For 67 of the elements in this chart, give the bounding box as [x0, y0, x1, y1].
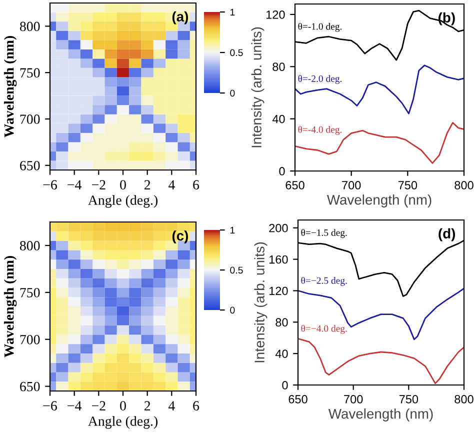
x-tick-label: 800 — [454, 395, 474, 404]
annotation: (d) — [438, 228, 456, 242]
x-tick-label: 4 — [168, 401, 175, 410]
series-label: θ=−2.5 deg. — [301, 276, 347, 286]
x-tick-label: 700 — [344, 395, 363, 404]
color-bar-label: 0 — [230, 306, 235, 314]
annotation: (b) — [438, 12, 455, 26]
x-axis-title: Angle (deg.) — [88, 195, 158, 208]
y-axis-title: Intensity (arb. units) — [251, 27, 264, 148]
x-tick-label: 2 — [144, 401, 150, 410]
x-axis-title: Angle (deg.) — [88, 416, 158, 429]
line-series — [298, 288, 464, 340]
annotation: (a) — [172, 11, 188, 24]
x-tick-label: −4 — [68, 180, 82, 190]
y-tick-label: 40 — [275, 350, 288, 358]
x-tick-label: 6 — [193, 180, 200, 190]
x-axis-title: Wavelength (nm) — [328, 408, 433, 422]
y-tick-label: 650 — [20, 160, 40, 170]
x-axis-title: Wavelength (nm) — [326, 194, 432, 208]
y-tick-label: 40 — [272, 114, 285, 124]
x-tick-label: 750 — [399, 395, 418, 404]
line-series — [295, 122, 464, 164]
x-tick-label: 6 — [193, 401, 200, 410]
x-tick-label: 650 — [286, 181, 304, 190]
series-label: θ=-4.0 deg. — [298, 126, 342, 135]
y-tick-label: 120 — [266, 10, 285, 19]
y-axis-title: Intensity (arb. units) — [254, 242, 268, 362]
y-tick-label: 120 — [269, 286, 288, 296]
y-tick-label: 700 — [20, 334, 40, 344]
x-tick-label: −2 — [92, 401, 106, 410]
color-bar-label: 1 — [230, 8, 235, 16]
series-label: θ=−1.5 deg. — [301, 229, 347, 238]
y-tick-label: 0 — [279, 167, 285, 176]
x-tick-label: −6 — [43, 180, 57, 190]
color-bar-label: 0.5 — [230, 266, 243, 274]
x-tick-label: 750 — [398, 181, 418, 190]
color-bar-label: 0.5 — [230, 49, 243, 56]
x-tick-label: 4 — [168, 180, 175, 190]
y-tick-label: 200 — [269, 224, 288, 232]
x-tick-label: 650 — [288, 395, 308, 404]
x-tick-label: 2 — [144, 180, 150, 190]
y-tick-label: 800 — [20, 22, 40, 32]
y-axis-title: Wavelength (nm) — [4, 256, 17, 358]
annotation: (c) — [172, 230, 188, 244]
x-tick-label: −6 — [43, 401, 57, 410]
y-tick-label: 650 — [20, 382, 40, 392]
y-tick-label: 160 — [269, 255, 288, 264]
y-axis-title: Wavelength (nm) — [4, 36, 17, 138]
y-tick-label: 0 — [282, 381, 288, 390]
series-label: θ=-2.0 deg. — [298, 75, 342, 84]
color-bar-label: 0 — [230, 90, 235, 97]
line-series — [295, 64, 464, 114]
y-tick-label: 750 — [20, 288, 40, 298]
y-tick-label: 800 — [20, 241, 40, 250]
y-tick-label: 80 — [272, 62, 285, 72]
y-tick-label: 700 — [20, 114, 40, 124]
x-tick-label: −4 — [68, 401, 82, 410]
color-bar-label: 1 — [230, 226, 235, 234]
series-label: θ=-1.0 deg. — [298, 22, 342, 32]
x-tick-label: 0 — [120, 180, 126, 190]
x-tick-label: 800 — [454, 181, 474, 190]
x-tick-label: 0 — [120, 401, 126, 410]
x-tick-label: 700 — [342, 181, 361, 190]
series-label: θ=−4.0 deg. — [301, 324, 347, 334]
y-tick-label: 80 — [276, 318, 288, 327]
x-tick-label: −2 — [92, 180, 106, 190]
y-tick-label: 750 — [20, 68, 40, 78]
